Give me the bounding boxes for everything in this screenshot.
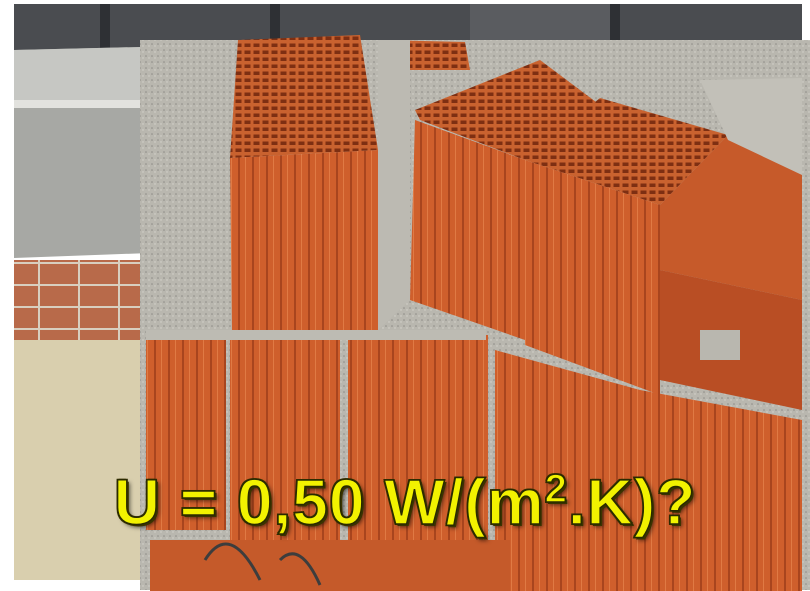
- caption-suffix: .K)?: [567, 465, 697, 539]
- mortar-joint: [146, 330, 486, 340]
- brick-top-center-face: [410, 120, 525, 340]
- brick-bottom-5: [640, 390, 802, 591]
- brick-top-tall-top: [230, 35, 378, 158]
- old-brick-wall: [14, 260, 164, 340]
- brick-bottom-left: [146, 340, 226, 530]
- brick-bottom-3: [348, 335, 488, 545]
- brick-top-tall-face: [230, 150, 378, 335]
- caption-prefix: U = 0,50 W/(m: [113, 465, 545, 539]
- metal-tie: [203, 542, 262, 581]
- u-value-caption: U = 0,50 W/(m2.K)?: [0, 462, 810, 542]
- brick-bottom-4: [495, 350, 640, 591]
- brick-far-right: [660, 135, 802, 300]
- brick-top-center-top: [415, 60, 600, 160]
- caption-superscript: 2: [544, 466, 568, 512]
- brick-bottom-2: [230, 340, 340, 540]
- brick-top-right-face: [525, 160, 660, 395]
- brick-top-right-top: [525, 98, 728, 205]
